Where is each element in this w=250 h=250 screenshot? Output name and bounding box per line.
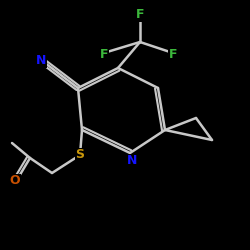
Text: N: N (36, 54, 46, 68)
Text: O: O (10, 174, 20, 188)
Text: F: F (136, 8, 144, 22)
Text: S: S (76, 148, 84, 162)
Text: F: F (169, 48, 177, 60)
Text: N: N (127, 154, 137, 168)
Text: F: F (100, 48, 108, 60)
